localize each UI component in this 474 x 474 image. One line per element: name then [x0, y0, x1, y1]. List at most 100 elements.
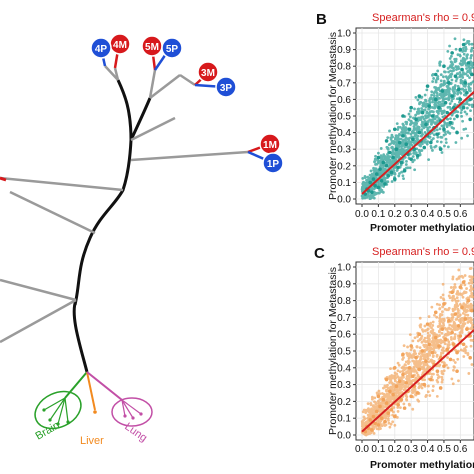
scatter-point — [425, 322, 430, 326]
scatter-point-cloud — [402, 177, 405, 180]
scatter-point-cloud — [412, 116, 415, 120]
scatter-point-cloud — [439, 296, 443, 299]
correlation-annotation: Spearman's rho = 0.912 ; p — [372, 246, 474, 258]
scatter-point-cloud — [436, 69, 440, 73]
scatter-point-cloud — [388, 129, 391, 133]
scatter-point-cloud — [470, 48, 473, 52]
scatter-point-cloud — [452, 358, 455, 362]
scatter-point-cloud — [391, 420, 395, 424]
scatter-point-cloud — [361, 419, 365, 423]
scatter-point-cloud — [411, 339, 415, 343]
scatter-point-cloud — [440, 83, 444, 86]
scatter-point-cloud — [375, 405, 378, 409]
scatter-point-cloud — [452, 66, 455, 70]
scatter-point-cloud — [392, 168, 396, 172]
scatter-point-cloud — [461, 311, 465, 315]
scatter-point — [379, 178, 384, 183]
scatter-point — [429, 140, 433, 145]
scatter-point-cloud — [453, 303, 457, 307]
scatter-point — [394, 384, 399, 389]
scatter-point-cloud — [435, 91, 439, 95]
scatter-point-cloud — [404, 363, 407, 367]
scatter-point — [417, 130, 422, 135]
scatter-point-cloud — [395, 142, 399, 146]
scatter-point-cloud — [428, 322, 432, 326]
scatter-point-cloud — [442, 323, 446, 327]
scatter-point-cloud — [434, 89, 438, 92]
scatter-point-cloud — [383, 385, 387, 389]
scatter-point-cloud — [406, 352, 410, 356]
scatter-point-cloud — [440, 378, 444, 382]
scatter-point-cloud — [438, 334, 441, 337]
scatter-point — [442, 302, 446, 306]
scatter-point-cloud — [400, 170, 403, 174]
branch-left-red — [0, 176, 7, 182]
scatter-point-cloud — [420, 128, 424, 132]
scatter-point-cloud — [397, 148, 401, 152]
scatter-point-cloud — [361, 410, 365, 414]
scatter-point — [450, 94, 454, 98]
tree-trunk-upper — [129, 97, 152, 141]
scatter-point — [407, 366, 412, 370]
scatter-point-cloud — [416, 339, 420, 343]
scatter-point-cloud — [421, 354, 425, 358]
scatter-point — [402, 406, 407, 410]
y-tick-label: 0.9 — [337, 279, 351, 290]
scatter-point-cloud — [371, 424, 375, 428]
scatter-point-cloud — [432, 133, 436, 137]
scatter-point-cloud — [436, 135, 440, 139]
scatter-point — [468, 97, 472, 102]
scatter-point — [376, 423, 381, 427]
scatter-point-cloud — [469, 82, 473, 86]
scatter-point-cloud — [428, 110, 432, 114]
scatter-point-cloud — [428, 352, 431, 355]
scatter-point-cloud — [441, 317, 444, 321]
scatter-point-cloud — [361, 176, 365, 180]
scatter-point-cloud — [384, 161, 388, 165]
scatter-point-cloud — [406, 166, 410, 170]
scatter-point-cloud — [411, 155, 415, 158]
scatter-point — [460, 305, 464, 310]
x-tick-label: 0.6 — [453, 444, 467, 455]
scatter-point — [384, 377, 389, 382]
scatter-point-cloud — [402, 380, 406, 383]
scatter-point-cloud — [377, 159, 381, 163]
scatter-point-cloud — [438, 93, 442, 97]
scatter-point — [435, 369, 440, 373]
scatter-point-cloud — [404, 136, 408, 140]
scatter-point-cloud — [440, 380, 444, 384]
scatter-point-cloud — [466, 53, 469, 57]
scatter-point-cloud — [466, 320, 470, 324]
scatter-point-cloud — [448, 105, 452, 109]
scatter-point-cloud — [370, 175, 373, 178]
scatter-point — [402, 168, 407, 173]
scatter-point-cloud — [394, 166, 397, 169]
scatter-point — [376, 185, 381, 190]
tree-branch — [0, 298, 77, 344]
scatter-point-cloud — [432, 333, 436, 337]
scatter-point-cloud — [418, 150, 422, 154]
scatter-point-cloud — [462, 38, 466, 42]
scatter-point — [424, 359, 428, 363]
scatter-point-cloud — [409, 379, 412, 383]
y-tick-label: 0.1 — [337, 178, 351, 189]
scatter-point-cloud — [436, 75, 440, 78]
scatter-point-cloud — [451, 328, 454, 332]
scatter-point-cloud — [396, 375, 400, 378]
scatter-point-cloud — [365, 183, 368, 187]
scatter-point — [401, 352, 405, 357]
scatter-point-cloud — [425, 88, 429, 92]
scatter-point-cloud — [388, 155, 392, 159]
scatter-point-cloud — [363, 196, 367, 199]
scatter-point-cloud — [451, 298, 454, 302]
scatter-point — [415, 154, 420, 158]
scatter-point-cloud — [430, 93, 434, 97]
scatter-point-cloud — [451, 382, 455, 386]
scatter-point-cloud — [387, 408, 391, 412]
y-tick-label: 0.3 — [337, 380, 351, 391]
scatter-point-cloud — [433, 343, 437, 347]
scatter-point-cloud — [397, 125, 400, 129]
scatter-point-cloud — [434, 79, 438, 82]
scatter-point-cloud — [428, 99, 431, 103]
scatter-point-cloud — [395, 415, 399, 419]
